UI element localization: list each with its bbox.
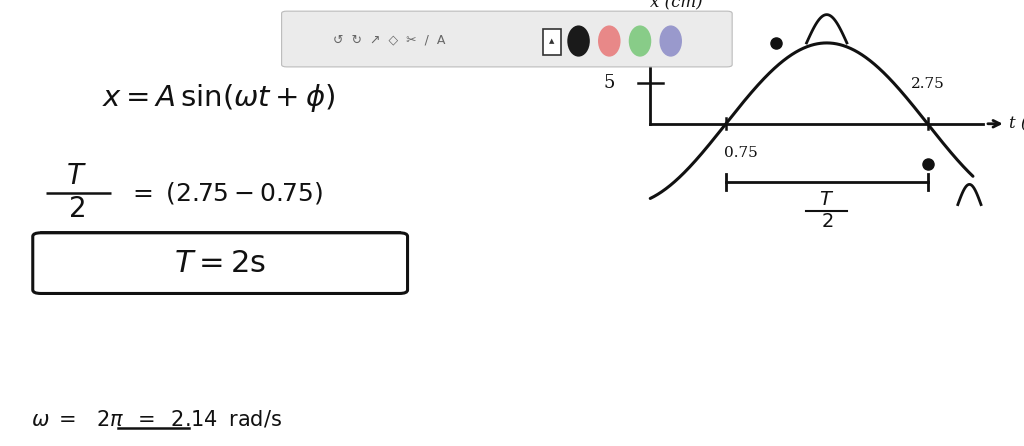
Text: 2.75: 2.75	[910, 77, 944, 91]
FancyBboxPatch shape	[282, 11, 732, 67]
Text: $T$: $T$	[67, 163, 87, 190]
Ellipse shape	[659, 25, 682, 57]
Ellipse shape	[629, 25, 651, 57]
Text: $2$: $2$	[69, 196, 85, 223]
Text: 5: 5	[603, 74, 615, 92]
Text: t (s): t (s)	[1010, 115, 1024, 132]
FancyBboxPatch shape	[33, 233, 408, 293]
Text: 10: 10	[590, 34, 612, 52]
Text: $\omega\;=\;\;\;2\pi\;\;=\;\;2.14\;\;\mathrm{rad/s}$: $\omega\;=\;\;\;2\pi\;\;=\;\;2.14\;\;\ma…	[31, 409, 282, 430]
Text: $T$: $T$	[819, 191, 835, 210]
Text: 0.75: 0.75	[724, 146, 758, 160]
Text: $2$: $2$	[820, 213, 833, 231]
Text: $x = A\,\mathrm{sin}(\omega t + \phi)$: $x = A\,\mathrm{sin}(\omega t + \phi)$	[102, 82, 336, 114]
Text: ▲: ▲	[549, 38, 555, 45]
Text: $=\;(2.75-0.75)$: $=\;(2.75-0.75)$	[128, 180, 323, 206]
Ellipse shape	[567, 25, 590, 57]
Ellipse shape	[598, 25, 621, 57]
Text: ↺  ↻  ↗  ◇  ✂  /  A: ↺ ↻ ↗ ◇ ✂ / A	[333, 33, 445, 47]
Text: $T = 2\mathrm{s}$: $T = 2\mathrm{s}$	[174, 248, 266, 279]
Text: x (cm): x (cm)	[649, 0, 702, 11]
Bar	[543, 29, 561, 55]
